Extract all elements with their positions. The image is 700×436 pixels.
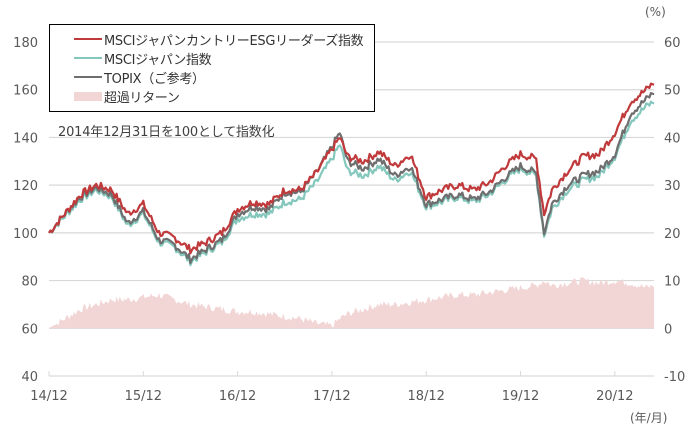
x-tick-label: 19/12 bbox=[502, 389, 539, 404]
x-tick-label: 15/12 bbox=[125, 389, 162, 404]
legend-item-excess-return: 超過リターン bbox=[74, 87, 180, 106]
series-line bbox=[48, 100, 655, 267]
y-left-tick: 80 bbox=[21, 275, 38, 290]
x-tick-label: 16/12 bbox=[219, 389, 256, 404]
legend-swatch-pink bbox=[74, 91, 102, 101]
legend-swatch-gray bbox=[74, 76, 102, 78]
legend: MSCIジャパンカントリーESGリーダーズ指数 MSCIジャパン指数 TOPIX… bbox=[49, 24, 375, 112]
legend-swatch-teal bbox=[74, 57, 102, 59]
legend-label: MSCIジャパンカントリーESGリーダーズ指数 bbox=[104, 33, 364, 49]
y-left-tick: 140 bbox=[13, 131, 38, 146]
legend-label: MSCIジャパン指数 bbox=[104, 52, 212, 68]
y-right-tick: 20 bbox=[664, 227, 681, 242]
series-line bbox=[48, 92, 655, 264]
series-lines bbox=[48, 82, 655, 267]
y-right-tick: -10 bbox=[664, 370, 685, 385]
excess-return-area bbox=[49, 277, 655, 329]
y-left-tick: 40 bbox=[21, 370, 38, 385]
legend-item-esg-leaders: MSCIジャパンカントリーESGリーダーズ指数 bbox=[74, 30, 364, 49]
y-right-tick: 30 bbox=[664, 179, 681, 194]
y-left-tick: 60 bbox=[21, 322, 38, 337]
right-axis-unit: (%) bbox=[645, 5, 666, 19]
legend-item-topix: TOPIX（ご参考） bbox=[74, 68, 205, 87]
x-tick-label: 18/12 bbox=[407, 389, 444, 404]
y-right-tick: 50 bbox=[664, 84, 681, 99]
x-tick-label: 14/12 bbox=[30, 389, 67, 404]
legend-label: TOPIX（ご参考） bbox=[104, 71, 205, 87]
x-tick-label: 17/12 bbox=[313, 389, 350, 404]
legend-item-msci-japan: MSCIジャパン指数 bbox=[74, 49, 212, 68]
excess-return-fill bbox=[49, 277, 655, 329]
y-left-tick: 120 bbox=[13, 179, 38, 194]
y-right-tick: 60 bbox=[664, 36, 681, 51]
y-right-tick: 40 bbox=[664, 131, 681, 146]
y-left-tick: 160 bbox=[13, 84, 38, 99]
y-right-tick: 0 bbox=[664, 322, 672, 337]
axes: 40 60 80 100 120 140 160 180 -10 0 10 20 30 40 50 60 14/… bbox=[13, 36, 685, 404]
series-line bbox=[48, 82, 655, 255]
legend-swatch-red bbox=[74, 38, 102, 40]
index-note: 2014年12月31日を100として指数化 bbox=[58, 125, 275, 140]
y-left-tick: 100 bbox=[13, 227, 38, 242]
y-left-tick: 180 bbox=[13, 36, 38, 51]
legend-label: 超過リターン bbox=[104, 90, 180, 106]
x-axis-unit: (年/月) bbox=[630, 411, 668, 425]
x-tick-label: 20/12 bbox=[596, 389, 633, 404]
y-right-tick: 10 bbox=[664, 275, 681, 290]
